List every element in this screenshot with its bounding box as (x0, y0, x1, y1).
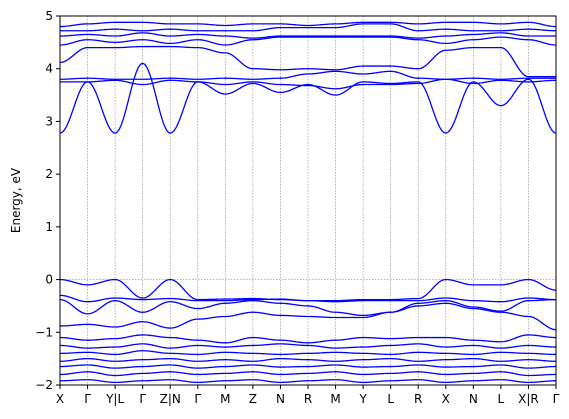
band-line-16 (60, 36, 556, 46)
y-tick-label: 2 (45, 167, 53, 181)
x-tick-label: M (330, 392, 340, 406)
y-tick-label: 3 (45, 114, 53, 128)
x-tick-label: R (414, 392, 422, 406)
band-line-15 (60, 45, 556, 78)
x-tick-label: X (56, 392, 64, 406)
x-tick-label: X|R (518, 392, 539, 406)
band-line-18 (60, 23, 556, 32)
x-tick-label: N (469, 392, 478, 406)
band-line-2 (60, 294, 556, 303)
x-tick-label: Z|N (160, 392, 181, 406)
band-line-4 (60, 302, 556, 331)
y-tick-label: 5 (45, 9, 53, 23)
y-axis-ticks: −2 −1 0 1 2 3 4 5 (35, 9, 60, 392)
x-axis-ticks: X Γ Y|L Γ Z|N Γ M Z N R M Y L R X N L X|R Γ (56, 385, 560, 406)
band-line-14 (60, 70, 556, 80)
y-tick-label: 0 (45, 273, 53, 287)
band-line-13 (60, 78, 556, 90)
x-tick-label: Γ (553, 392, 560, 406)
x-tick-label: Y|L (105, 392, 124, 406)
x-tick-label: R (304, 392, 312, 406)
band-lines (60, 21, 556, 384)
band-line-9 (60, 364, 556, 369)
x-tick-label: N (276, 392, 285, 406)
x-tick-label: Γ (194, 392, 201, 406)
band-line-12 (60, 62, 556, 134)
y-tick-label: 1 (45, 220, 53, 234)
band-line-11 (60, 379, 556, 384)
k-point-grid (59, 16, 557, 385)
band-line-10 (60, 371, 556, 377)
y-tick-label: −2 (35, 378, 53, 392)
y-tick-label: 4 (45, 62, 53, 76)
band-line-8 (60, 357, 556, 362)
band-line-3 (60, 298, 556, 317)
x-tick-label: Y (358, 392, 367, 406)
x-tick-label: Γ (139, 392, 146, 406)
band-line-6 (60, 343, 556, 349)
y-tick-label: −1 (35, 325, 53, 339)
x-tick-label: X (442, 392, 450, 406)
band-line-5 (60, 334, 556, 344)
x-tick-label: L (498, 392, 505, 406)
x-tick-label: M (220, 392, 230, 406)
band-line-19 (60, 21, 556, 28)
x-tick-label: Γ (84, 392, 91, 406)
y-axis-label: Energy, eV (9, 167, 23, 233)
band-line-7 (60, 350, 556, 356)
x-tick-label: L (387, 392, 394, 406)
band-line-17 (60, 32, 556, 39)
x-tick-label: Z (249, 392, 257, 406)
